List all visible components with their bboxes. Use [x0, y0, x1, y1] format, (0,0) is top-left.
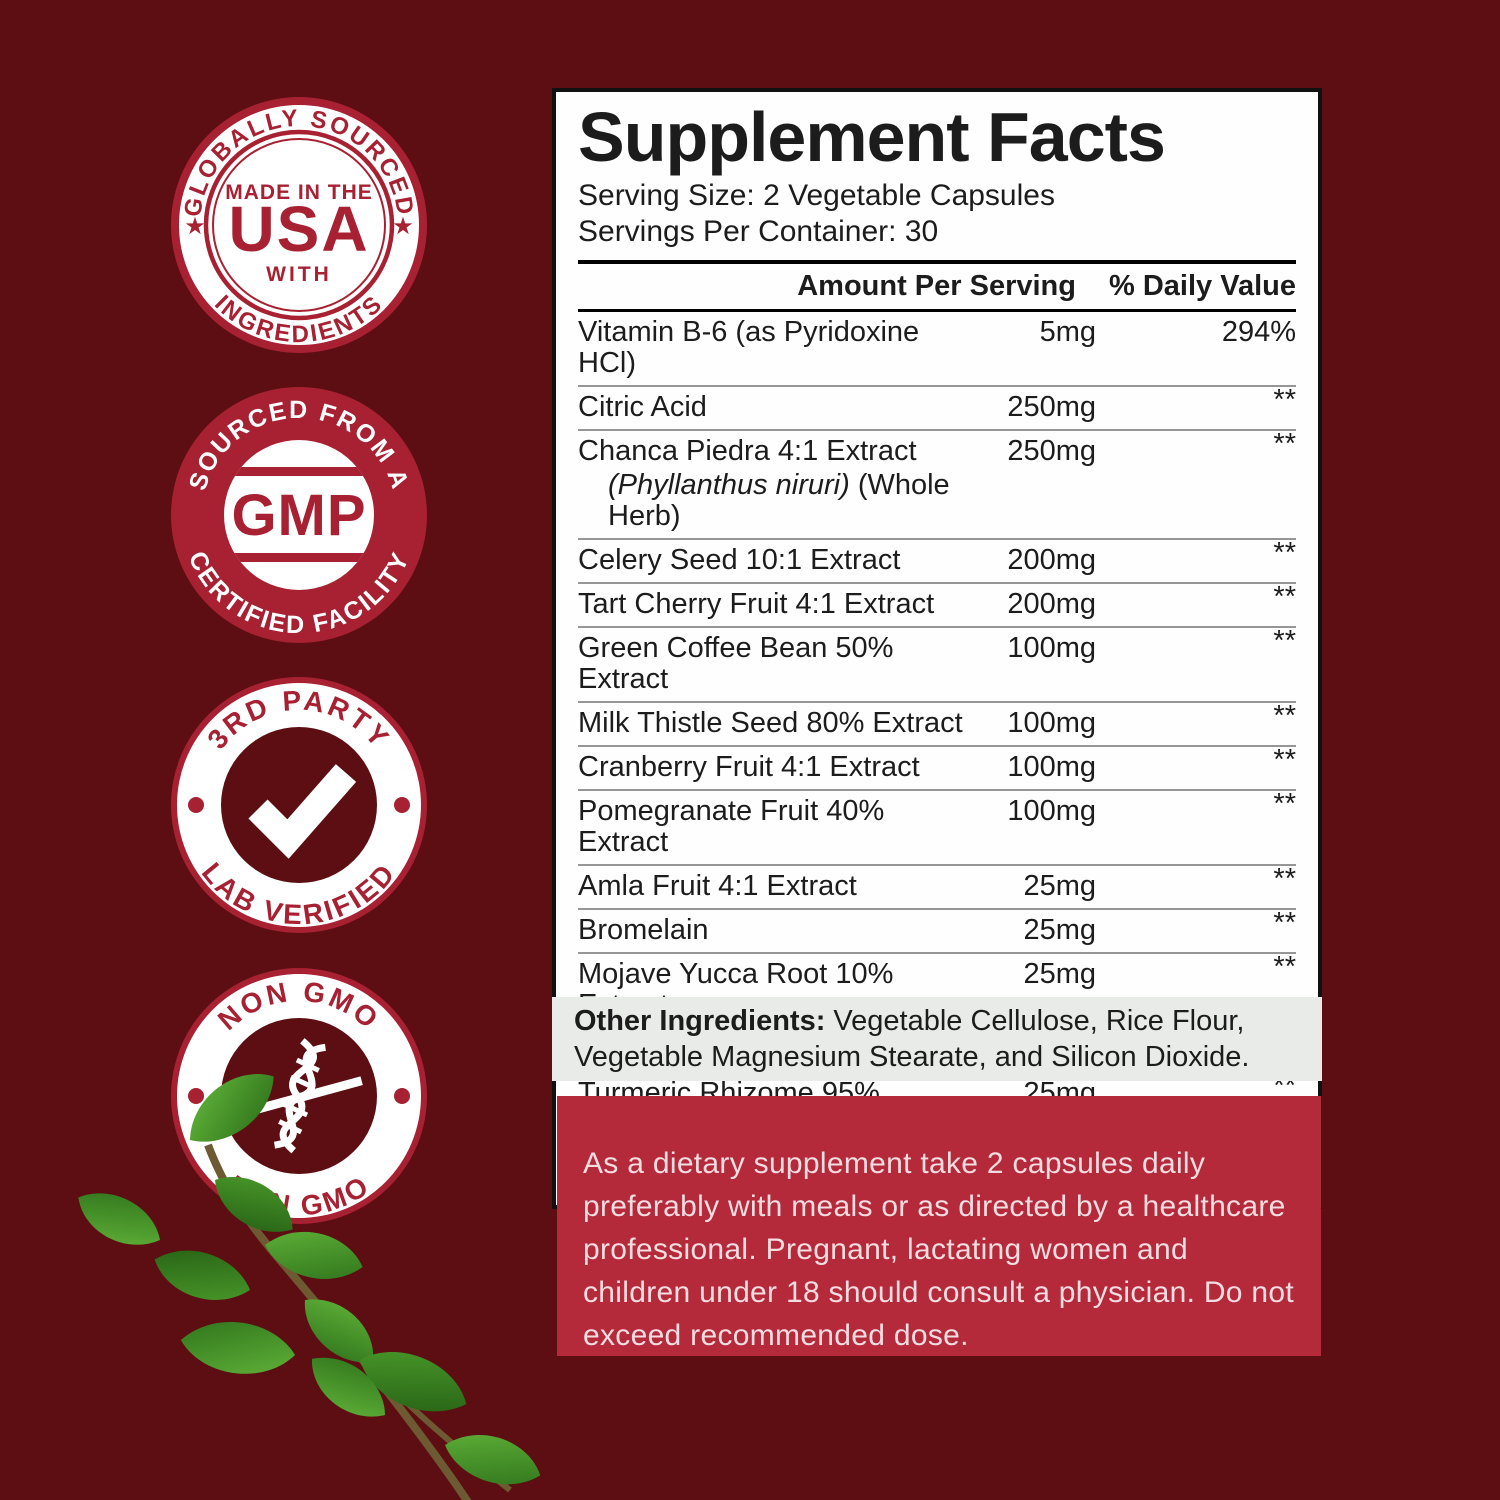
- ingredient-name: Cranberry Fruit 4:1 Extract: [578, 751, 920, 783]
- ingredient-amount: 5mg: [1039, 316, 1096, 348]
- column-amount: Amount Per Serving: [797, 270, 1076, 302]
- badge-line: MADE IN THE: [225, 181, 373, 204]
- latin-name: (Phyllanthus niruri): [608, 469, 850, 501]
- star-icon: ★: [184, 213, 206, 240]
- badge-line: USA: [228, 193, 369, 265]
- lab-verified-badge: 3RD PARTY LAB VERIFIED: [170, 676, 428, 934]
- ingredient-amount: 200mg: [1007, 544, 1096, 576]
- ingredient-dv: **: [1273, 537, 1296, 569]
- ingredient-dv: **: [1273, 951, 1296, 983]
- ingredient-amount: 25mg: [1023, 958, 1096, 990]
- ingredient-name: Chanca Piedra 4:1 Extract (Phyllanthus n…: [578, 436, 971, 532]
- non-gmo-badge-icon: NON GMO NON GMO: [171, 968, 427, 1224]
- table-row: Amla Fruit 4:1 Extract 25mg **: [578, 863, 1296, 910]
- ingredient-amount: 100mg: [1007, 751, 1096, 783]
- ingredient-dv: **: [1273, 788, 1296, 820]
- lab-verified-badge-icon: 3RD PARTY LAB VERIFIED: [171, 677, 427, 933]
- gmp-badge: GMP SOURCED FROM A CERTIFIED FACILITY: [170, 386, 428, 644]
- panel-title: Supplement Facts: [578, 98, 1166, 176]
- ingredient-dv: **: [1273, 744, 1296, 776]
- ingredient-dv: **: [1273, 428, 1296, 460]
- made-in-usa-badge: GLOBALLY SOURCED INGREDIENTS ★ ★ MADE IN…: [170, 96, 428, 354]
- ingredient-dv: **: [1273, 700, 1296, 732]
- ingredient-amount: 25mg: [1023, 914, 1096, 946]
- ingredient-dv: 294%: [1221, 316, 1296, 348]
- ingredient-name: Vitamin B-6 (as Pyridoxine HCl): [578, 316, 920, 379]
- ingredient-name: Citric Acid: [578, 391, 707, 423]
- ingredient-amount: 100mg: [1007, 632, 1096, 664]
- badge-line: WITH: [266, 263, 332, 286]
- ingredient-dv: **: [1273, 907, 1296, 939]
- ingredient-amount: 200mg: [1007, 588, 1096, 620]
- made-in-usa-badge-icon: GLOBALLY SOURCED INGREDIENTS ★ ★ MADE IN…: [171, 97, 427, 353]
- other-ingredients-label: Other Ingredients:: [574, 1005, 826, 1037]
- table-header: Amount Per Serving % Daily Value: [578, 260, 1296, 312]
- column-daily-value: % Daily Value: [1109, 270, 1296, 302]
- plant-part: (Whole Herb): [608, 469, 950, 532]
- ingredient-amount: 250mg: [1007, 435, 1096, 467]
- table-row: Milk Thistle Seed 80% Extract 100mg **: [578, 700, 1296, 747]
- leaf-branch-image: [78, 1074, 540, 1500]
- other-ingredients-text: Vegetable Cellulose, Rice Flour, Vegetab…: [574, 1005, 1250, 1073]
- servings-per-container: Servings Per Container: 30: [578, 215, 939, 248]
- ingredient-name: Amla Fruit 4:1 Extract: [578, 870, 857, 902]
- dot-icon: [188, 1088, 204, 1104]
- ingredient-name: Celery Seed 10:1 Extract: [578, 544, 901, 576]
- ingredient-name-line2: (Phyllanthus niruri) (Whole Herb): [578, 470, 971, 532]
- ingredient-dv: **: [1273, 625, 1296, 657]
- serving-size: Serving Size: 2 Vegetable Capsules: [578, 179, 1055, 212]
- ingredient-name: Tart Cherry Fruit 4:1 Extract: [578, 588, 935, 620]
- ingredient-amount: 25mg: [1023, 870, 1096, 902]
- ingredient-amount: 100mg: [1007, 795, 1096, 827]
- ingredient-name: Milk Thistle Seed 80% Extract: [578, 707, 963, 739]
- ingredient-amount: 250mg: [1007, 391, 1096, 423]
- table-row: Green Coffee Bean 50% Extract 100mg **: [578, 625, 1296, 703]
- table-row: Vitamin B-6 (as Pyridoxine HCl) 5mg 294%: [578, 312, 1296, 387]
- ingredient-dv: **: [1273, 863, 1296, 895]
- table-row: Celery Seed 10:1 Extract 200mg **: [578, 537, 1296, 584]
- badge-center-text: GMP: [231, 483, 366, 548]
- ingredient-name: Pomegranate Fruit 40% Extract: [578, 795, 885, 858]
- ingredient-name: Bromelain: [578, 914, 709, 946]
- dot-icon: [394, 797, 410, 813]
- table-row: Chanca Piedra 4:1 Extract (Phyllanthus n…: [578, 428, 1296, 540]
- table-row: Bromelain 25mg **: [578, 907, 1296, 954]
- leaf-icon: [78, 1074, 540, 1485]
- ingredient-dv: **: [1273, 384, 1296, 416]
- ingredient-name-line1: Chanca Piedra 4:1 Extract: [578, 435, 917, 467]
- table-row: Tart Cherry Fruit 4:1 Extract 200mg **: [578, 581, 1296, 628]
- ingredient-dv: **: [1273, 581, 1296, 613]
- other-ingredients: Other Ingredients: Vegetable Cellulose, …: [552, 997, 1322, 1081]
- table-row: Cranberry Fruit 4:1 Extract 100mg **: [578, 744, 1296, 791]
- dot-icon: [188, 797, 204, 813]
- gmp-badge-icon: GMP SOURCED FROM A CERTIFIED FACILITY: [171, 387, 427, 643]
- table-row: Citric Acid 250mg **: [578, 384, 1296, 431]
- table-row: Pomegranate Fruit 40% Extract 100mg **: [578, 788, 1296, 866]
- directions-panel: As a dietary supplement take 2 capsules …: [557, 1096, 1321, 1356]
- ingredient-name: Green Coffee Bean 50% Extract: [578, 632, 894, 695]
- checkmark-icon: [248, 764, 357, 859]
- ingredient-amount: 100mg: [1007, 707, 1096, 739]
- non-gmo-badge: NON GMO NON GMO: [170, 967, 428, 1225]
- directions-text: As a dietary supplement take 2 capsules …: [583, 1147, 1295, 1352]
- star-icon: ★: [392, 213, 414, 240]
- dot-icon: [394, 1088, 410, 1104]
